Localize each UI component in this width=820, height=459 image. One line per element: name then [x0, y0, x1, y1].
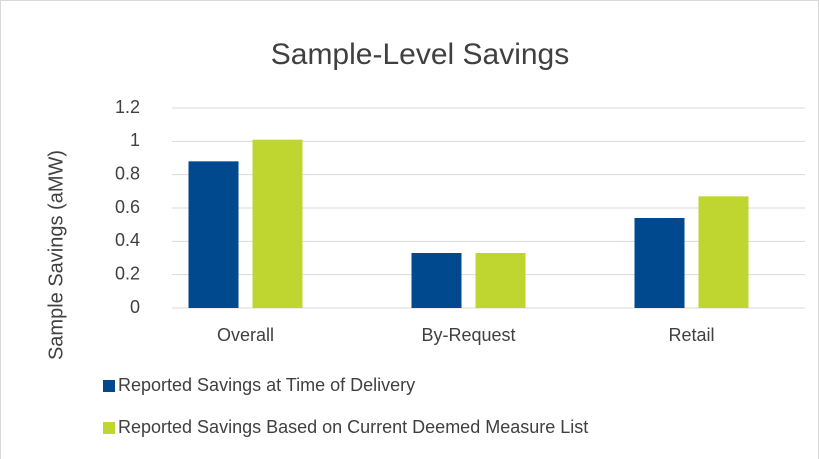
- legend-label: Reported Savings at Time of Delivery: [118, 375, 415, 395]
- x-tick-label: By-Request: [421, 325, 515, 345]
- y-axis-label: Sample Savings (aMW): [45, 150, 67, 360]
- legend-swatch: [103, 380, 115, 392]
- y-tick-label: 0: [130, 297, 140, 317]
- bar: [252, 139, 303, 308]
- y-tick-label: 1.2: [115, 97, 140, 117]
- x-tick-label: Overall: [217, 325, 274, 345]
- x-tick-label: Retail: [668, 325, 714, 345]
- y-tick-label: 0.2: [115, 263, 140, 283]
- bar: [634, 218, 685, 308]
- bar: [475, 253, 526, 308]
- y-tick-label: 0.6: [115, 197, 140, 217]
- y-tick-label: 0.8: [115, 163, 140, 183]
- chart-title: Sample-Level Savings: [271, 38, 570, 71]
- bar: [411, 253, 462, 308]
- bar: [698, 196, 749, 308]
- legend-label: Reported Savings Based on Current Deemed…: [118, 417, 588, 437]
- y-tick-label: 0.4: [115, 230, 140, 250]
- y-tick-label: 1: [130, 130, 140, 150]
- legend-swatch: [103, 422, 115, 434]
- bar: [188, 161, 239, 308]
